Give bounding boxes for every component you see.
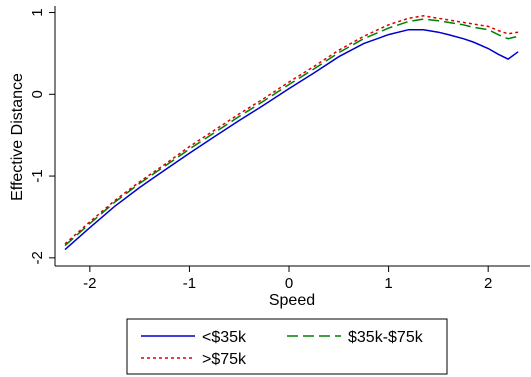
series-line-2 bbox=[64, 18, 519, 247]
series-line-1 bbox=[64, 28, 519, 251]
legend-label-1: <$35k bbox=[202, 329, 247, 346]
x-tick-label: -2 bbox=[83, 275, 96, 292]
series-line-3 bbox=[64, 15, 519, 245]
x-axis-title: Speed bbox=[269, 292, 315, 309]
legend-label-2: $35k-$75k bbox=[348, 329, 424, 346]
x-tick-label: -1 bbox=[183, 275, 196, 292]
y-axis: -2 -1 0 1 bbox=[29, 6, 56, 266]
y-axis-title: Effective Distance bbox=[9, 73, 26, 201]
x-axis: -2 -1 0 1 2 bbox=[55, 265, 530, 292]
legend-label-3: >$75k bbox=[202, 351, 247, 368]
legend-box bbox=[126, 318, 448, 375]
y-tick-label: 0 bbox=[29, 90, 46, 98]
y-tick-label: -1 bbox=[29, 169, 46, 182]
x-tick-label: 0 bbox=[285, 275, 293, 292]
y-tick-label: 1 bbox=[29, 8, 46, 16]
y-tick-label: -2 bbox=[29, 251, 46, 264]
plot-area bbox=[64, 15, 519, 251]
legend: <$35k $35k-$75k >$75k bbox=[126, 318, 448, 375]
x-tick-label: 1 bbox=[384, 275, 392, 292]
x-tick-label: 2 bbox=[484, 275, 492, 292]
